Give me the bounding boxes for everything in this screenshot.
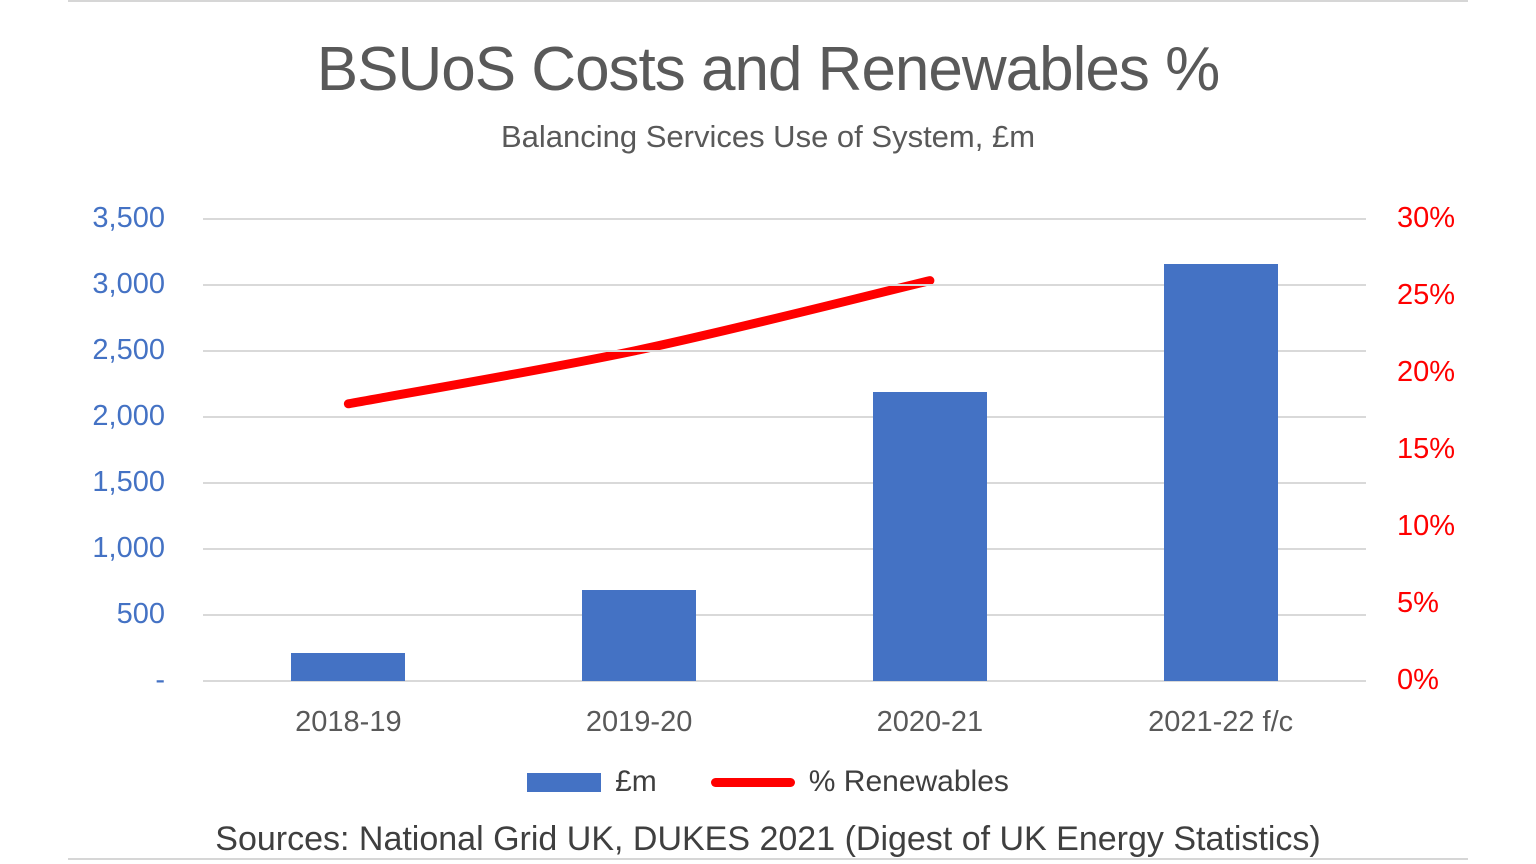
left-axis-tick: 1,000	[92, 532, 165, 564]
right-axis-tick: 5%	[1397, 587, 1439, 619]
right-axis-tick: 30%	[1397, 202, 1456, 234]
gridline	[203, 218, 1366, 220]
gridline	[203, 680, 1366, 682]
x-axis-label-2021-22 f/c: 2021-22 f/c	[1148, 706, 1294, 738]
chart-title: BSUoS Costs and Renewables %	[316, 35, 1220, 104]
left-axis-tick: 2,500	[92, 334, 165, 366]
right-axis-tick: 15%	[1397, 433, 1456, 465]
chart-subtitle: Balancing Services Use of System, £m	[500, 119, 1036, 154]
left-axis-tick: 3,000	[92, 268, 165, 300]
left-axis-tick: -	[155, 664, 165, 696]
legend-line-swatch-icon	[710, 777, 795, 787]
left-axis-tick: 2,000	[92, 400, 165, 432]
x-axis-label-2019-20: 2019-20	[585, 706, 693, 738]
x-axis-label-2020-21: 2020-21	[876, 706, 984, 738]
legend-bar-label: £m	[615, 765, 657, 798]
right-axis-tick: 25%	[1397, 279, 1456, 311]
gridline	[203, 482, 1366, 484]
bar-2020-21	[872, 391, 987, 681]
gridline	[203, 548, 1366, 550]
left-axis-tick: 3,500	[92, 202, 165, 234]
bar-2021-22 f/c	[1163, 263, 1278, 681]
left-axis-tick: 1,500	[92, 466, 165, 498]
x-axis-label-2018-19: 2018-19	[295, 706, 402, 738]
renewables-line	[343, 276, 935, 409]
legend: £m % Renewables	[68, 765, 1468, 799]
gridline	[203, 350, 1366, 352]
gridline	[203, 284, 1366, 286]
legend-line-label: % Renewables	[808, 765, 1009, 798]
sources-note: Sources: National Grid UK, DUKES 2021 (D…	[215, 820, 1321, 858]
legend-bar-swatch-icon	[527, 772, 602, 792]
right-axis-tick: 10%	[1397, 510, 1456, 542]
right-axis-tick: 0%	[1397, 664, 1439, 696]
right-axis-tick: 20%	[1397, 356, 1456, 388]
gridline	[203, 416, 1366, 418]
gridline	[203, 614, 1366, 616]
left-axis-tick: 500	[116, 598, 165, 630]
bar-2018-19	[291, 653, 406, 681]
chart-card: BSUoS Costs and Renewables % Balancing S…	[68, 0, 1468, 860]
bar-2019-20	[582, 589, 697, 681]
